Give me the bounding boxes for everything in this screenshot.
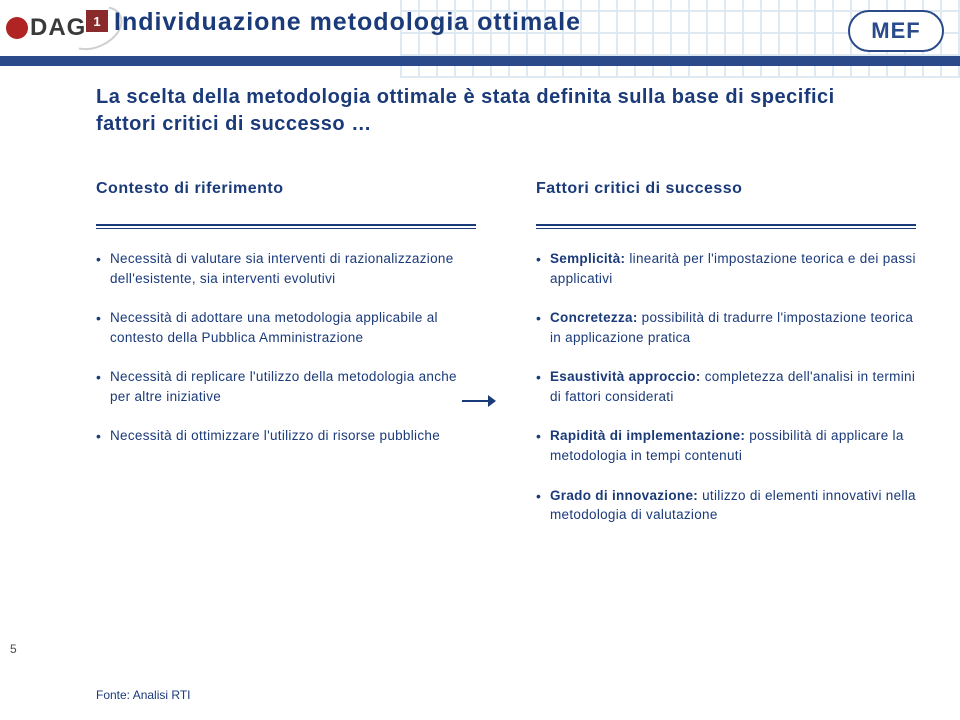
item-lead: Concretezza: xyxy=(550,310,638,325)
right-heading-rule xyxy=(536,224,916,229)
item-text: Necessità di replicare l'utilizzo della … xyxy=(110,369,457,404)
source-line: Fonte: Analisi RTI xyxy=(96,688,191,702)
list-item: Grado di innovazione: utilizzo di elemen… xyxy=(536,486,916,525)
list-item: Necessità di replicare l'utilizzo della … xyxy=(96,367,476,406)
dag-logo: DAG xyxy=(6,14,86,42)
mef-logo-text: MEF xyxy=(871,18,920,44)
header-rule xyxy=(0,56,960,66)
list-item: Necessità di adottare una metodologia ap… xyxy=(96,308,476,347)
left-list: Necessità di valutare sia interventi di … xyxy=(96,249,476,446)
slide-number: 1 xyxy=(93,14,100,29)
slide-header: DAG 1 Individuazione metodologia ottimal… xyxy=(0,0,960,78)
slide-title: Individuazione metodologia ottimale xyxy=(114,8,581,37)
page-number: 5 xyxy=(10,642,17,656)
right-column: Fattori critici di successo Semplicità: … xyxy=(536,180,916,545)
slide-subtitle: La scelta della metodologia ottimale è s… xyxy=(96,84,856,138)
item-lead: Rapidità di implementazione: xyxy=(550,428,745,443)
list-item: Necessità di valutare sia interventi di … xyxy=(96,249,476,288)
dag-dot-icon xyxy=(6,17,28,39)
slide-number-box: 1 xyxy=(86,10,108,32)
item-text: Necessità di adottare una metodologia ap… xyxy=(110,310,438,345)
item-text: Necessità di valutare sia interventi di … xyxy=(110,251,454,286)
list-item: Esaustività approccio: completezza dell'… xyxy=(536,367,916,406)
content-columns: Contesto di riferimento Necessità di val… xyxy=(96,180,916,545)
item-lead: Semplicità: xyxy=(550,251,625,266)
list-item: Necessità di ottimizzare l'utilizzo di r… xyxy=(96,426,476,446)
item-lead: Grado di innovazione: xyxy=(550,488,698,503)
list-item: Concretezza: possibilità di tradurre l'i… xyxy=(536,308,916,347)
left-column: Contesto di riferimento Necessità di val… xyxy=(96,180,476,545)
right-list: Semplicità: linearità per l'impostazione… xyxy=(536,249,916,525)
arrow-icon xyxy=(462,392,496,410)
right-heading: Fattori critici di successo xyxy=(536,180,916,204)
item-lead: Esaustività approccio: xyxy=(550,369,701,384)
list-item: Rapidità di implementazione: possibilità… xyxy=(536,426,916,465)
list-item: Semplicità: linearità per l'impostazione… xyxy=(536,249,916,288)
mef-logo: MEF xyxy=(848,10,944,52)
left-heading-rule xyxy=(96,224,476,229)
left-heading: Contesto di riferimento xyxy=(96,180,476,204)
item-text: Necessità di ottimizzare l'utilizzo di r… xyxy=(110,428,440,443)
